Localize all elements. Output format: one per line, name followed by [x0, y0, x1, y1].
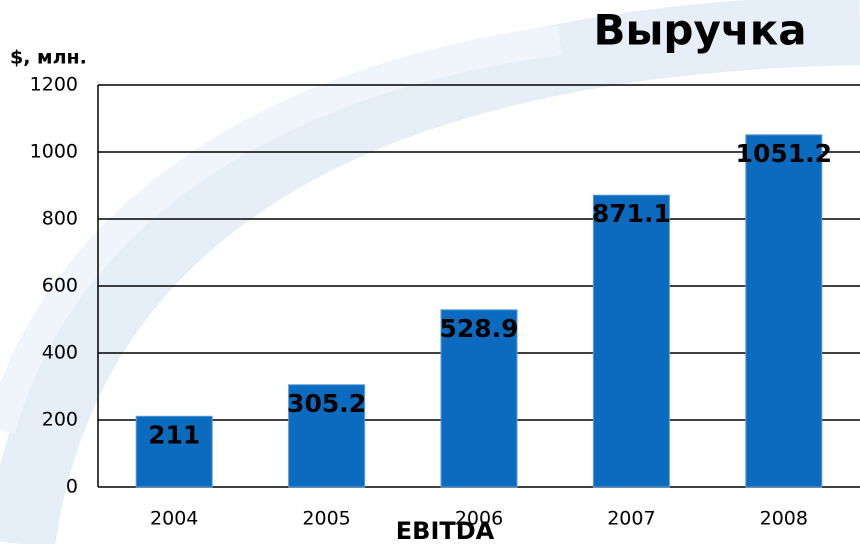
data-label: 211 — [148, 420, 200, 449]
background-arc — [0, 25, 562, 435]
y-tick-label: 400 — [42, 342, 78, 364]
bar — [745, 134, 823, 488]
x-tick-label: 2007 — [607, 508, 655, 530]
y-tick-label: 200 — [42, 409, 78, 431]
x-tick-label: 2006 — [455, 508, 503, 530]
chart-title: Выручка — [593, 6, 806, 55]
x-axis-label: EBITDA — [396, 517, 495, 544]
data-label: 305.2 — [287, 389, 366, 418]
bar — [592, 194, 670, 488]
y-tick-label: 0 — [66, 476, 78, 498]
x-tick-label: 2008 — [760, 508, 808, 530]
data-label: 528.9 — [439, 314, 518, 343]
bar — [135, 415, 213, 488]
data-label: 871.1 — [592, 199, 671, 228]
bar — [288, 384, 366, 488]
data-label: 1051.2 — [736, 139, 832, 168]
x-tick-label: 2004 — [150, 508, 198, 530]
plot: 0 200 400 600 800 1000 1200 2004 211 2005 305.2 200… — [30, 74, 860, 530]
y-tick-label: 800 — [42, 208, 78, 230]
y-axis-label: $, млн. — [10, 47, 87, 69]
bar — [440, 309, 518, 488]
y-tick-label: 1200 — [30, 74, 78, 96]
x-tick-label: 2005 — [302, 508, 350, 530]
y-tick-label: 600 — [42, 275, 78, 297]
y-tick-label: 1000 — [30, 141, 78, 163]
